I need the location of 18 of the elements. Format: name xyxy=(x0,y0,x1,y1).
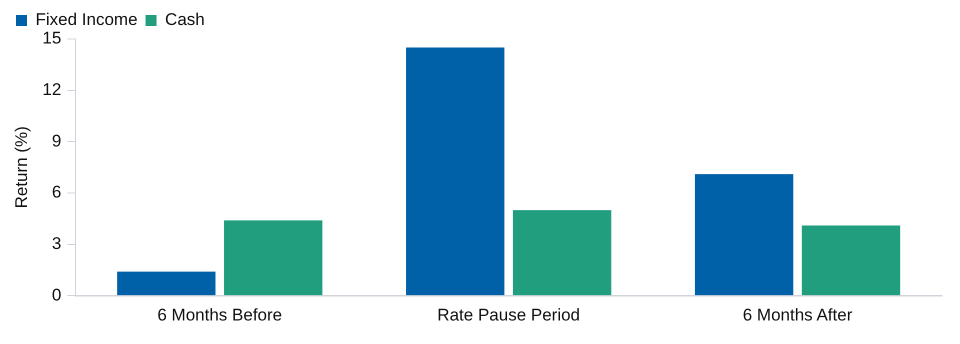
y-tick-label: 6 xyxy=(52,182,62,202)
x-tick-label: 6 Months Before xyxy=(157,305,282,324)
y-tick-label: 0 xyxy=(52,285,62,304)
y-tick-label: 9 xyxy=(52,131,62,150)
y-axis-title: Return (%) xyxy=(12,126,31,208)
bar xyxy=(802,225,900,296)
legend-label: Fixed Income xyxy=(36,10,138,30)
bar xyxy=(512,210,612,296)
x-tick-label: Rate Pause Period xyxy=(437,305,580,324)
bar xyxy=(694,174,794,296)
bar xyxy=(117,272,216,296)
y-tick-label: 3 xyxy=(52,234,62,253)
x-tick-label: 6 Months After xyxy=(742,305,853,324)
bar xyxy=(224,220,322,296)
y-tick-label: 15 xyxy=(42,28,62,48)
bar xyxy=(406,48,504,296)
legend-label: Cash xyxy=(165,10,205,30)
y-tick-label: 12 xyxy=(42,80,62,100)
